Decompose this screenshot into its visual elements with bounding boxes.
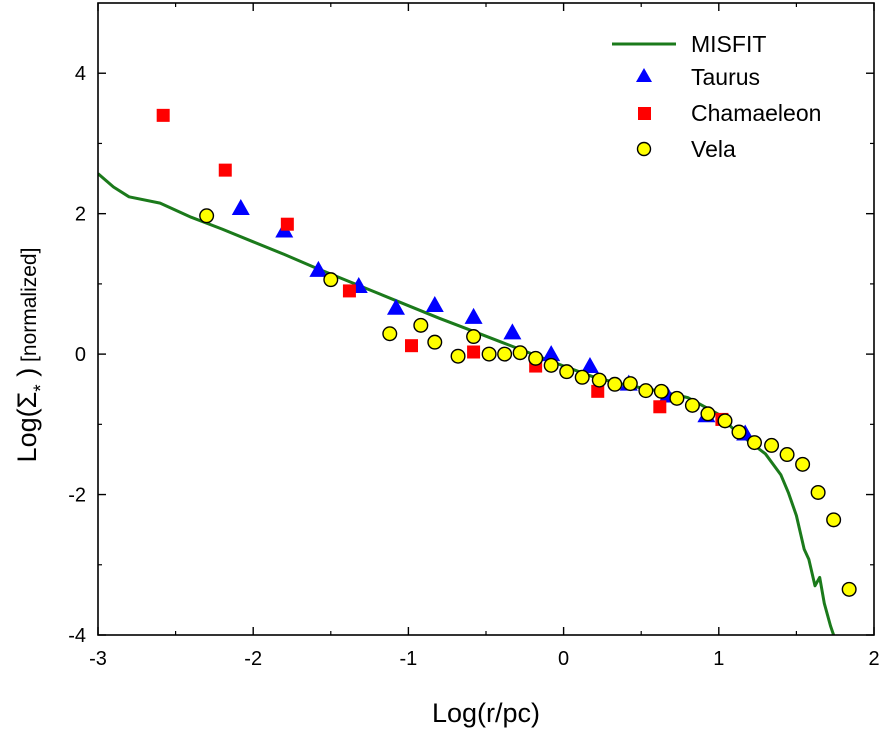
legend-label-misfit: MISFIT [691,31,766,57]
vela-point [481,346,497,362]
chamaeleon-point [591,384,605,398]
y-axis-title-symbol: Σ [12,392,42,409]
chamaeleon-point [405,339,419,353]
vela-point [382,326,398,342]
x-tick-label: 2 [868,648,879,670]
y-tick-label: 2 [75,204,86,226]
vela-point [607,376,623,392]
vela-point [413,317,429,333]
vela-point [717,413,733,429]
chamaeleon-point [653,400,667,414]
taurus-point [580,357,599,374]
legend-label-chamaeleon: Chamaeleon [691,100,821,126]
y-tick-label: 4 [75,63,86,85]
y-axis-title-subscript: * [31,384,52,392]
chamaeleon-point [156,108,170,122]
chamaeleon-point [280,217,294,231]
legend-vela-marker [636,141,652,157]
vela-point [700,406,716,422]
axes [97,2,875,636]
vela-point [512,345,528,361]
legend-chamaeleon-marker [638,107,651,120]
vela-point [427,334,443,350]
taurus-point [309,260,328,277]
legend: MISFIT Taurus Chamaeleon Vela [612,31,821,162]
vela-point [779,447,795,463]
plot-content [98,108,857,635]
vela-point [323,272,339,288]
chamaeleon-point [467,345,481,359]
vela-point [826,512,842,528]
y-tick-label: -4 [68,625,86,647]
y-axis-title-prefix: Log( [12,408,42,462]
chamaeleon-point [218,163,232,177]
taurus-point [386,298,405,315]
taurus-point [503,323,522,340]
x-tick-label: -3 [89,648,107,670]
x-tick-label: 1 [713,648,724,670]
taurus-point [542,345,561,362]
vela-point [746,435,762,451]
vela-point [199,208,215,224]
vela-point [810,484,826,500]
tick-labels: -3 -2 -1 0 1 2 -4 -2 0 2 4 [68,63,879,670]
vela-point [466,329,482,345]
vela-point [528,350,544,366]
y-axis-title-suffix: ) [12,368,42,385]
legend-label-vela: Vela [691,136,736,162]
taurus-point [464,307,483,324]
x-tick-label: -2 [244,648,262,670]
vela-point [653,383,669,399]
vela-point [638,383,654,399]
vela-point [591,372,607,388]
vela-point [450,348,466,364]
x-tick-label: 0 [558,648,569,670]
vela-point [841,581,857,597]
vela-point [669,390,685,406]
vela-point [795,456,811,472]
y-axis-title-qualifier: [normalized] [18,248,41,368]
taurus-point [425,295,444,312]
y-axis-title: Log(Σ* ) [normalized] [12,248,52,463]
legend-label-taurus: Taurus [691,64,760,90]
vela-point [684,397,700,413]
vela-point [574,369,590,385]
vela-point [497,346,513,362]
vela-point [622,376,638,392]
legend-taurus-marker [636,68,652,82]
y-tick-label: -2 [68,485,86,507]
x-axis-title: Log(r/pc) [432,698,540,728]
x-tick-label: -1 [400,648,418,670]
chamaeleon-point [342,284,356,298]
vela-point [543,357,559,373]
vela-point [764,437,780,453]
vela-point [731,424,747,440]
taurus-point [231,199,250,216]
y-tick-label: 0 [75,344,86,366]
vela-point [559,364,575,380]
